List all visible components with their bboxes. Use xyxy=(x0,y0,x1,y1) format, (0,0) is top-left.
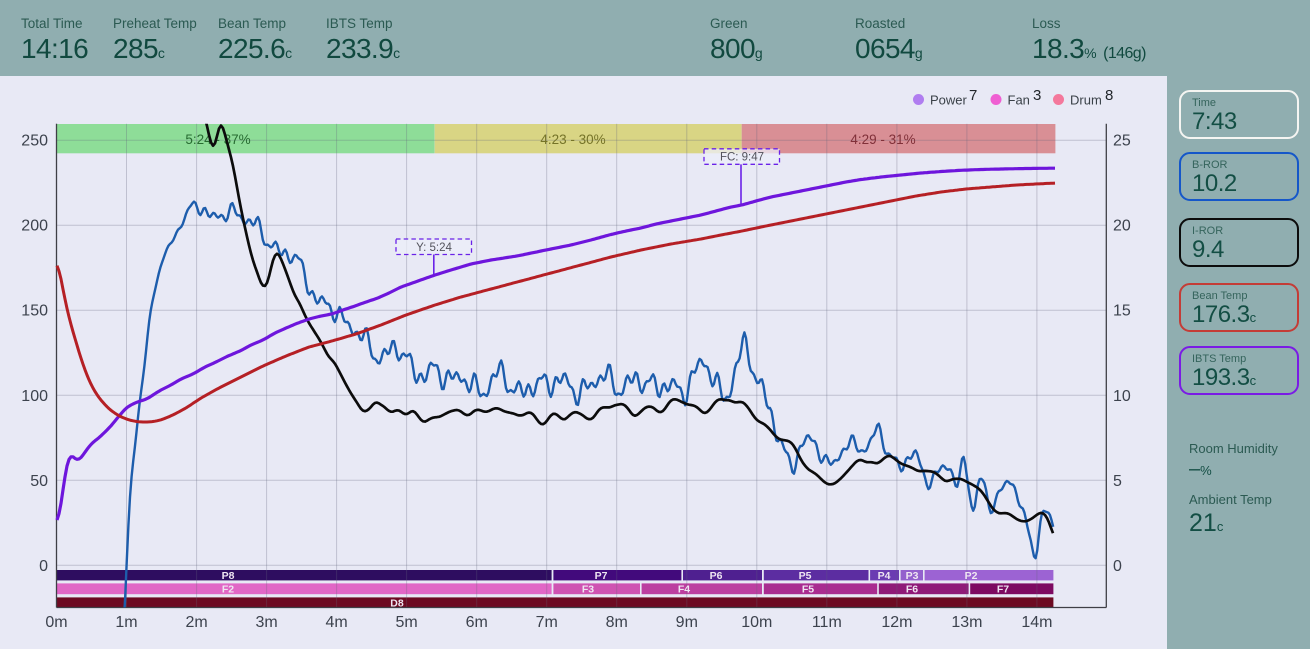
svg-text:3m: 3m xyxy=(255,614,277,631)
svg-text:11m: 11m xyxy=(812,614,842,631)
svg-text:3: 3 xyxy=(1033,87,1041,104)
svg-text:100: 100 xyxy=(21,388,48,405)
svg-text:FC: 9:47: FC: 9:47 xyxy=(720,152,764,164)
svg-text:F4: F4 xyxy=(678,584,690,596)
svg-text:14m: 14m xyxy=(1021,614,1052,631)
svg-text:8m: 8m xyxy=(606,614,628,631)
svg-text:150: 150 xyxy=(21,303,48,320)
svg-text:12m: 12m xyxy=(881,614,912,631)
svg-text:F7: F7 xyxy=(997,584,1009,596)
svg-text:P4: P4 xyxy=(878,570,891,582)
svg-text:F2: F2 xyxy=(222,584,234,596)
svg-text:15: 15 xyxy=(1113,303,1131,320)
svg-text:8: 8 xyxy=(1105,87,1113,104)
svg-text:50: 50 xyxy=(30,473,48,490)
svg-text:Fan: Fan xyxy=(1008,93,1030,108)
svg-text:4:29 - 31%: 4:29 - 31% xyxy=(850,132,915,147)
svg-text:5:24 - 37%: 5:24 - 37% xyxy=(185,132,250,147)
svg-text:13m: 13m xyxy=(951,614,982,631)
svg-text:Drum: Drum xyxy=(1070,93,1102,108)
svg-text:20: 20 xyxy=(1113,218,1131,235)
svg-text:7: 7 xyxy=(969,87,977,104)
svg-text:P2: P2 xyxy=(965,570,978,582)
svg-text:10: 10 xyxy=(1113,388,1131,405)
svg-text:200: 200 xyxy=(21,218,48,235)
svg-text:Y: 5:24: Y: 5:24 xyxy=(416,242,452,254)
svg-text:P7: P7 xyxy=(595,570,608,582)
svg-text:7m: 7m xyxy=(536,614,558,631)
svg-text:5: 5 xyxy=(1113,473,1122,490)
svg-text:P3: P3 xyxy=(906,570,919,582)
svg-text:P8: P8 xyxy=(222,570,235,582)
svg-text:0m: 0m xyxy=(45,614,67,631)
svg-text:Power: Power xyxy=(930,93,968,108)
svg-text:5m: 5m xyxy=(395,614,417,631)
svg-text:4:23 - 30%: 4:23 - 30% xyxy=(540,132,605,147)
svg-text:9m: 9m xyxy=(676,614,698,631)
svg-text:P5: P5 xyxy=(799,570,812,582)
svg-text:6m: 6m xyxy=(466,614,488,631)
svg-text:0: 0 xyxy=(1113,558,1122,575)
svg-text:0: 0 xyxy=(39,558,48,575)
svg-text:P6: P6 xyxy=(710,570,723,582)
svg-text:25: 25 xyxy=(1113,133,1131,150)
svg-text:1m: 1m xyxy=(115,614,137,631)
svg-text:250: 250 xyxy=(21,133,48,150)
svg-text:4m: 4m xyxy=(325,614,347,631)
svg-text:F6: F6 xyxy=(906,584,918,596)
svg-text:2m: 2m xyxy=(185,614,207,631)
svg-text:F5: F5 xyxy=(802,584,814,596)
svg-text:F3: F3 xyxy=(582,584,594,596)
svg-text:D8: D8 xyxy=(390,597,404,609)
svg-text:10m: 10m xyxy=(741,614,772,631)
